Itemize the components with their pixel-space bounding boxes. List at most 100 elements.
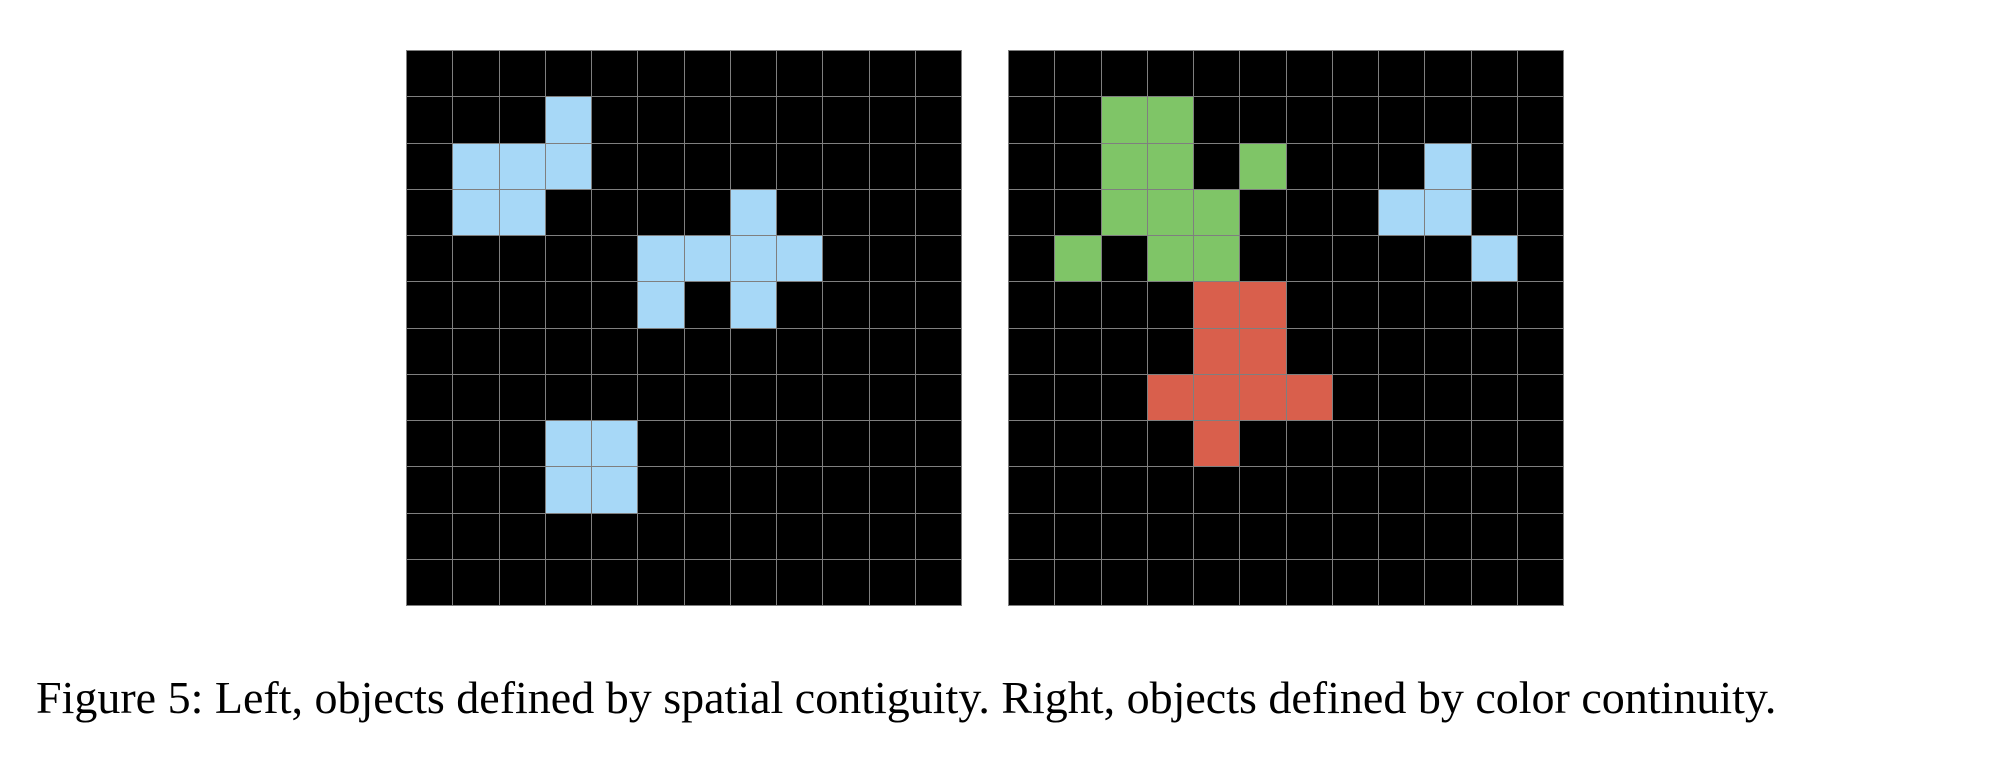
grid-cell — [777, 421, 823, 467]
grid-cell — [1425, 282, 1471, 328]
grid-cell — [1240, 374, 1286, 420]
grid-cell — [1471, 282, 1517, 328]
grid-cell — [869, 513, 915, 559]
grid-cell — [1471, 189, 1517, 235]
grid-cell — [1425, 421, 1471, 467]
grid-cell — [1286, 513, 1332, 559]
grid-cell — [1101, 421, 1147, 467]
grid-cell — [1147, 282, 1193, 328]
grid-cell — [1240, 97, 1286, 143]
grid-cell — [1379, 236, 1425, 282]
grid-cell — [407, 421, 453, 467]
grid-cell — [1286, 559, 1332, 605]
grid-cell — [407, 236, 453, 282]
grid-cell — [407, 282, 453, 328]
grid-cell — [684, 328, 730, 374]
grid-cell — [407, 189, 453, 235]
grid-cell — [1286, 374, 1332, 420]
grid-cell — [1147, 559, 1193, 605]
grid-cell — [869, 559, 915, 605]
grid-cell — [730, 236, 776, 282]
grid-cell — [1517, 97, 1563, 143]
grid-cell — [545, 559, 591, 605]
grid-cell — [869, 328, 915, 374]
grid-cell — [1009, 374, 1055, 420]
grid-cell — [1194, 97, 1240, 143]
grid-cell — [1147, 374, 1193, 420]
grid-cell — [869, 236, 915, 282]
grid-cell — [453, 236, 499, 282]
grid-cell — [407, 51, 453, 97]
grid-cell — [684, 513, 730, 559]
grid-cell — [1240, 328, 1286, 374]
grid-cell — [638, 143, 684, 189]
grid-cell — [730, 189, 776, 235]
grid-cell — [1286, 97, 1332, 143]
grid-cell — [1009, 467, 1055, 513]
grid-cell — [1517, 559, 1563, 605]
grid-cell — [1240, 282, 1286, 328]
grid-cell — [638, 513, 684, 559]
grid-cell — [684, 421, 730, 467]
grid-cell — [823, 236, 869, 282]
grid-cell — [730, 467, 776, 513]
grid-cell — [1055, 421, 1101, 467]
grid-cell — [869, 97, 915, 143]
grid-cell — [1147, 421, 1193, 467]
grid-cell — [545, 513, 591, 559]
grid-cell — [684, 51, 730, 97]
grid-cell — [638, 559, 684, 605]
grid-cell — [1009, 143, 1055, 189]
grid-cell — [1425, 513, 1471, 559]
grid-cell — [1332, 282, 1378, 328]
grid-cell — [1517, 143, 1563, 189]
grid-cell — [1425, 143, 1471, 189]
grid-cell — [1240, 143, 1286, 189]
grid-cell — [1009, 421, 1055, 467]
grid-cell — [1009, 559, 1055, 605]
grid-cell — [1147, 513, 1193, 559]
grid-cell — [592, 189, 638, 235]
grid-cell — [869, 467, 915, 513]
grid-cell — [592, 559, 638, 605]
grid-cell — [1471, 236, 1517, 282]
grid-cell — [592, 236, 638, 282]
grid-cell — [1425, 189, 1471, 235]
grid-cell — [1379, 282, 1425, 328]
grid-cell — [499, 328, 545, 374]
grid-cell — [407, 467, 453, 513]
grid-cell — [545, 97, 591, 143]
grid-cell — [453, 559, 499, 605]
grid-cell — [1101, 467, 1147, 513]
grid-cell — [1101, 189, 1147, 235]
grid-cell — [823, 467, 869, 513]
grid-cell — [1194, 559, 1240, 605]
grid-cell — [869, 282, 915, 328]
grid-cell — [545, 328, 591, 374]
grid-cell — [1147, 143, 1193, 189]
grid-cell — [1332, 421, 1378, 467]
grid-cell — [915, 143, 961, 189]
grid-cell — [730, 51, 776, 97]
grid-cell — [638, 467, 684, 513]
grid-cell — [1240, 189, 1286, 235]
grid-cell — [1332, 143, 1378, 189]
grid-cell — [1101, 51, 1147, 97]
grid-cell — [407, 328, 453, 374]
grid-cell — [1425, 51, 1471, 97]
grid-cell — [592, 421, 638, 467]
grid-cell — [1055, 97, 1101, 143]
grid-cell — [915, 328, 961, 374]
grid-cell — [1055, 374, 1101, 420]
grid-cell — [1471, 143, 1517, 189]
grid-cell — [1101, 559, 1147, 605]
grid-cell — [592, 282, 638, 328]
grid-cell — [638, 97, 684, 143]
grid-cell — [1286, 282, 1332, 328]
grid-cell — [915, 189, 961, 235]
grid-cell — [592, 328, 638, 374]
grid-cell — [1147, 97, 1193, 143]
grid-cell — [453, 374, 499, 420]
grid-cell — [545, 421, 591, 467]
grid-cell — [915, 97, 961, 143]
